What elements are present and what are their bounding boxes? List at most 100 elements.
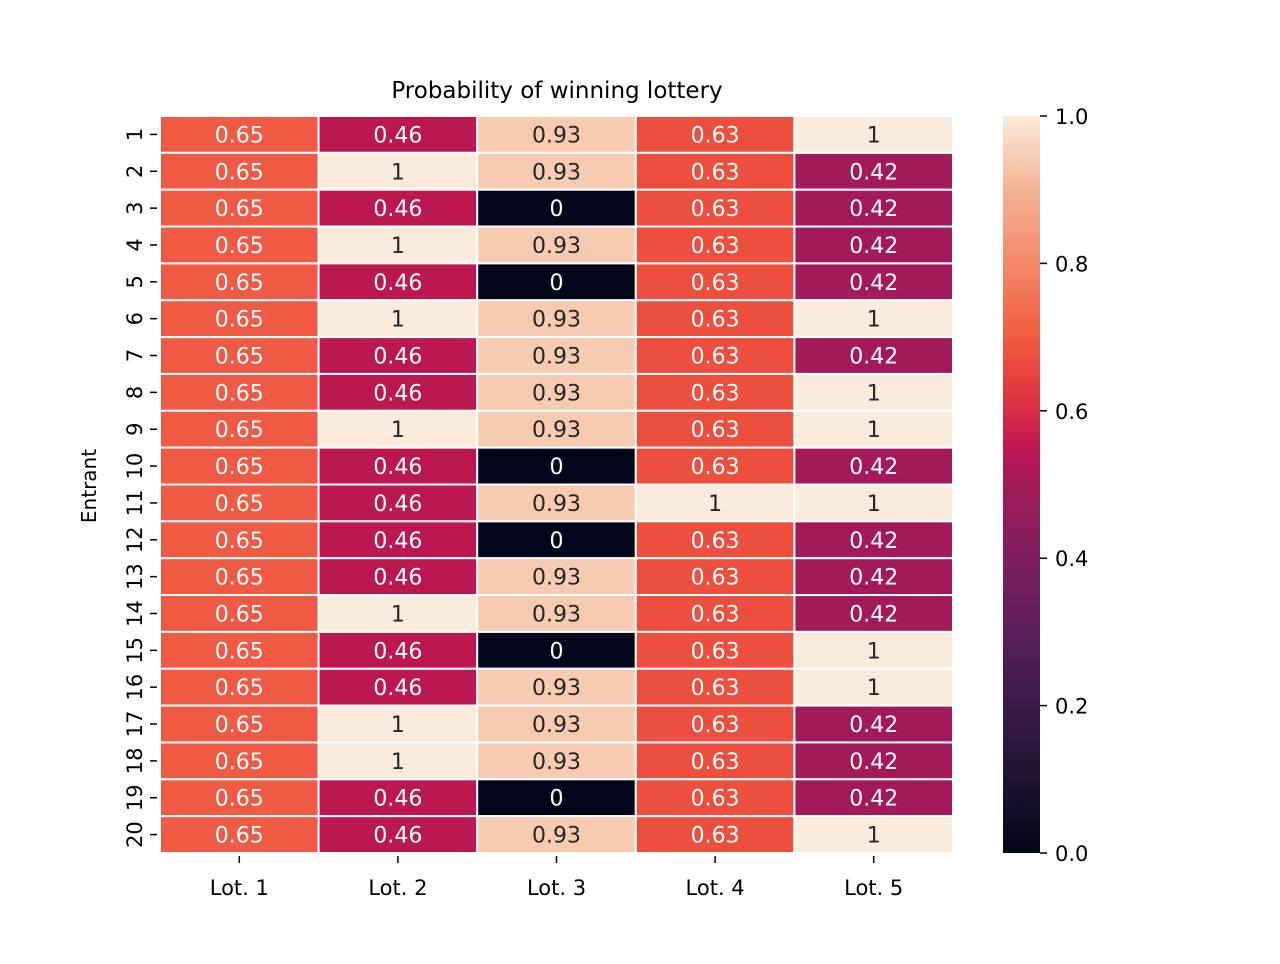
- cell-annotation: 0.65: [215, 160, 264, 185]
- heatmap-cell: [159, 446, 320, 486]
- cell-annotation: 1: [391, 308, 405, 333]
- heatmap-cell: [317, 741, 479, 781]
- heatmap-cell: [634, 188, 796, 228]
- heatmap-cell: [159, 115, 320, 154]
- cell-annotation: 0.46: [373, 492, 422, 517]
- y-tick-label: 4: [123, 238, 147, 251]
- heatmap-cell: [634, 630, 796, 670]
- cell-annotation: 0.65: [215, 197, 264, 222]
- heatmap-cell: [317, 409, 479, 449]
- heatmap-cell: [159, 262, 320, 302]
- cell-annotation: 0.63: [691, 787, 740, 812]
- colorbar-tick-label: 0.0: [1055, 842, 1088, 866]
- cell-annotation: 0.46: [373, 123, 422, 148]
- y-tick-label: 10: [123, 453, 147, 480]
- y-tick-label: 7: [123, 349, 147, 362]
- y-tick-label: 17: [123, 711, 147, 738]
- cell-annotation: 0.65: [215, 713, 264, 738]
- cell-annotation: 0.65: [215, 824, 264, 849]
- cell-annotation: 0.46: [373, 271, 422, 296]
- y-tick-label: 12: [123, 526, 147, 553]
- y-tick-label: 2: [123, 165, 147, 178]
- cell-annotation: 0: [550, 529, 564, 554]
- cell-annotation: 0.63: [691, 455, 740, 480]
- cell-annotation: 1: [867, 123, 881, 148]
- cell-annotation: 0.93: [532, 713, 581, 738]
- heatmap-cell: [317, 262, 479, 302]
- cell-annotation: 0.63: [691, 824, 740, 849]
- cell-annotation: 0.63: [691, 566, 740, 591]
- cell-annotation: 1: [391, 713, 405, 738]
- heatmap-cell: [476, 483, 637, 523]
- cell-annotation: 0.65: [215, 308, 264, 333]
- heatmap-cell: [476, 815, 637, 855]
- cell-annotation: 0.42: [849, 234, 898, 259]
- cell-annotation: 0.63: [691, 123, 740, 148]
- x-tick-label: Lot. 1: [210, 876, 269, 900]
- cell-annotation: 0.93: [532, 160, 581, 185]
- heatmap-cell: [159, 594, 320, 633]
- cell-annotation: 1: [708, 492, 722, 517]
- cell-annotation: 1: [867, 492, 881, 517]
- cell-annotation: 0.93: [532, 418, 581, 443]
- y-tick-label: 14: [123, 600, 147, 627]
- cell-annotation: 0.93: [532, 492, 581, 517]
- cell-annotation: 0.42: [849, 566, 898, 591]
- heatmap-cell: [793, 704, 955, 744]
- x-tick-label: Lot. 5: [844, 876, 903, 900]
- cell-annotation: 1: [867, 824, 881, 849]
- cell-annotation: 0.63: [691, 234, 740, 259]
- heatmap-cell: [476, 262, 637, 302]
- heatmap-cell: [634, 225, 796, 265]
- heatmap-cell: [476, 741, 637, 781]
- cell-annotation: 0.93: [532, 381, 581, 406]
- cell-annotation: 0.42: [849, 160, 898, 185]
- heatmap-cell: [159, 483, 320, 523]
- cell-annotation: 0.63: [691, 197, 740, 222]
- heatmap-cell: [317, 372, 479, 412]
- cell-annotation: 0.46: [373, 824, 422, 849]
- cell-annotation: 0.63: [691, 676, 740, 701]
- y-tick-label: 15: [123, 637, 147, 664]
- heatmap-cell: [793, 299, 955, 339]
- heatmap-cell: [793, 483, 955, 523]
- cell-annotation: 0.42: [849, 345, 898, 370]
- cell-annotation: 0.42: [849, 750, 898, 775]
- x-tick-label: Lot. 4: [686, 876, 745, 900]
- cell-annotation: 0.93: [532, 824, 581, 849]
- cell-annotation: 0.65: [215, 345, 264, 370]
- y-tick-label: 3: [123, 201, 147, 214]
- heatmap-cell: [159, 778, 320, 818]
- cell-annotation: 0.65: [215, 750, 264, 775]
- x-tick-label: Lot. 2: [368, 876, 427, 900]
- heatmap-cell: [476, 446, 637, 486]
- cell-annotation: 0.46: [373, 566, 422, 591]
- y-tick-label: 18: [123, 748, 147, 775]
- cell-annotation: 0.42: [849, 197, 898, 222]
- cell-annotation: 0.93: [532, 676, 581, 701]
- heatmap-cell: [634, 557, 796, 597]
- cell-annotation: 1: [391, 418, 405, 443]
- heatmap-cell: [159, 520, 320, 560]
- cell-annotation: 1: [391, 234, 405, 259]
- cell-annotation: 0.93: [532, 123, 581, 148]
- y-axis-label: Entrant: [77, 449, 101, 523]
- cell-annotation: 0.63: [691, 529, 740, 554]
- heatmap-cell: [634, 520, 796, 560]
- y-tick-label: 1: [123, 128, 147, 141]
- heatmap-cell: [634, 667, 796, 707]
- cell-annotation: 0.93: [532, 602, 581, 627]
- cell-annotation: 0.42: [849, 602, 898, 627]
- cell-annotation: 1: [391, 602, 405, 627]
- cell-annotation: 0.65: [215, 234, 264, 259]
- cell-annotation: 1: [867, 418, 881, 443]
- cell-annotation: 0: [550, 787, 564, 812]
- heatmap-cell: [159, 704, 320, 744]
- heatmap-cell: [634, 483, 796, 523]
- heatmap-cell: [317, 188, 479, 228]
- cell-annotation: 0.63: [691, 308, 740, 333]
- cell-annotation: 0: [550, 197, 564, 222]
- heatmap-cell: [793, 815, 955, 855]
- cell-annotation: 0.63: [691, 639, 740, 664]
- heatmap-cell: [793, 409, 955, 449]
